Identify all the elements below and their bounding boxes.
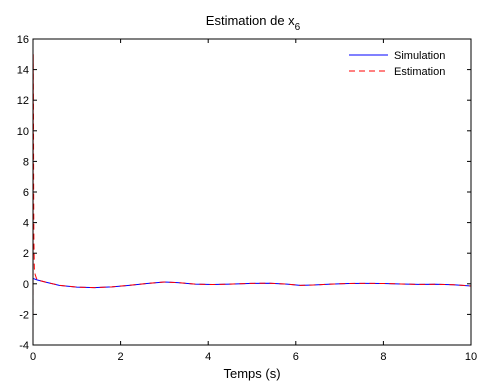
legend: Simulation Estimation — [341, 45, 466, 79]
y-tick-label: 6 — [23, 187, 29, 199]
x-tick-label: 4 — [205, 351, 211, 363]
legend-box — [341, 45, 466, 79]
y-tick-label: 10 — [17, 126, 29, 138]
plot-area — [33, 39, 471, 345]
y-tick-label: 2 — [23, 248, 29, 260]
chart-title: Estimation de x6 — [206, 13, 301, 33]
y-tick-label: 14 — [17, 65, 29, 77]
x-axis-label: Temps (s) — [223, 366, 280, 381]
y-tick-label: 12 — [17, 95, 29, 107]
x-tick-label: 10 — [465, 351, 477, 363]
y-tick-label: 4 — [23, 218, 29, 230]
x-tick-label: 6 — [293, 351, 299, 363]
chart-title-main: Estimation de x — [206, 13, 295, 28]
chart-title-subscript: 6 — [295, 22, 301, 33]
legend-label-estimation: Estimation — [394, 66, 445, 78]
series-line-estimation — [32, 54, 472, 346]
y-tick-label: -4 — [19, 340, 29, 352]
y-tick-label: 0 — [23, 279, 29, 291]
y-tick-label: 8 — [23, 156, 29, 168]
x-tick-label: 8 — [380, 351, 386, 363]
x-tick-label: 0 — [30, 351, 36, 363]
series-layer — [32, 54, 472, 346]
y-tick-label: -2 — [19, 309, 29, 321]
y-tick-label: 16 — [17, 34, 29, 46]
x-tick-label: 2 — [118, 351, 124, 363]
plot-frame — [32, 38, 472, 346]
legend-label-simulation: Simulation — [394, 50, 445, 62]
